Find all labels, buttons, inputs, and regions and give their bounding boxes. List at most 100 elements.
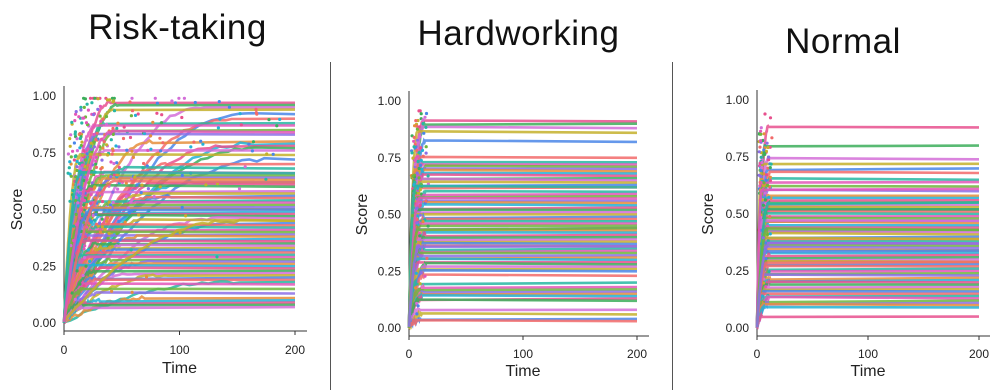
data-point bbox=[75, 165, 79, 169]
data-point bbox=[101, 146, 105, 150]
data-point bbox=[98, 104, 102, 108]
data-point bbox=[74, 112, 78, 116]
data-point bbox=[82, 105, 86, 109]
data-point bbox=[767, 155, 771, 159]
data-point bbox=[82, 255, 87, 260]
data-point bbox=[416, 159, 420, 164]
y-tick-label: 1.00 bbox=[378, 94, 402, 108]
data-point bbox=[85, 152, 89, 156]
data-point bbox=[123, 220, 127, 224]
data-point bbox=[124, 195, 128, 199]
data-point bbox=[768, 215, 772, 219]
data-point bbox=[759, 129, 763, 133]
data-point bbox=[111, 149, 115, 153]
data-point bbox=[73, 119, 77, 123]
data-point bbox=[767, 158, 771, 162]
data-point bbox=[130, 149, 134, 153]
data-point bbox=[152, 195, 156, 199]
data-point bbox=[419, 271, 423, 275]
data-point bbox=[79, 191, 83, 196]
data-point bbox=[418, 203, 422, 207]
data-point bbox=[410, 214, 415, 218]
data-point bbox=[107, 231, 111, 236]
data-point bbox=[106, 236, 110, 240]
data-point bbox=[761, 203, 765, 207]
y-axis-label: Score bbox=[700, 193, 717, 235]
data-point bbox=[271, 152, 275, 156]
data-point bbox=[763, 112, 767, 116]
data-point bbox=[105, 216, 109, 220]
data-point bbox=[765, 141, 769, 145]
data-point bbox=[75, 159, 79, 164]
y-tick-label: 0.00 bbox=[33, 316, 57, 330]
data-point bbox=[112, 109, 117, 113]
data-point bbox=[421, 118, 425, 122]
data-point bbox=[84, 138, 89, 142]
data-point bbox=[88, 259, 92, 263]
data-point bbox=[84, 264, 88, 268]
data-point bbox=[415, 207, 419, 211]
data-point bbox=[149, 134, 153, 138]
data-point bbox=[105, 219, 109, 223]
data-point bbox=[127, 211, 131, 215]
data-point bbox=[419, 158, 423, 162]
data-point bbox=[92, 140, 96, 144]
panel-divider bbox=[672, 62, 673, 390]
data-point bbox=[82, 96, 86, 100]
data-point bbox=[759, 132, 763, 136]
x-axis-label: Time bbox=[506, 363, 541, 380]
data-point bbox=[78, 282, 82, 286]
data-point bbox=[763, 191, 767, 195]
data-point bbox=[82, 284, 86, 288]
data-point bbox=[412, 145, 416, 149]
data-point bbox=[78, 136, 82, 141]
data-point bbox=[418, 109, 422, 113]
y-tick-label: 0.75 bbox=[378, 151, 402, 165]
data-point bbox=[96, 97, 100, 101]
x-tick-label: 200 bbox=[969, 347, 989, 361]
data-point bbox=[243, 165, 247, 169]
data-point bbox=[217, 100, 221, 104]
data-point bbox=[765, 173, 769, 177]
data-point bbox=[112, 161, 116, 166]
data-point bbox=[129, 248, 133, 252]
data-point bbox=[762, 148, 766, 152]
data-point bbox=[115, 231, 119, 236]
data-point bbox=[760, 166, 764, 170]
data-point bbox=[77, 161, 81, 166]
data-point bbox=[762, 172, 766, 176]
data-point bbox=[762, 181, 766, 185]
data-point bbox=[424, 199, 428, 203]
data-point bbox=[82, 179, 86, 183]
data-point bbox=[115, 126, 119, 130]
data-point bbox=[254, 107, 258, 111]
y-tick-label: 0.50 bbox=[726, 207, 750, 221]
data-point bbox=[136, 112, 140, 116]
data-point bbox=[762, 132, 766, 136]
data-point bbox=[413, 162, 417, 166]
data-point bbox=[170, 99, 174, 103]
series-line bbox=[755, 241, 980, 328]
data-point bbox=[415, 218, 419, 222]
data-point bbox=[107, 200, 111, 204]
data-point bbox=[89, 193, 93, 197]
data-point bbox=[757, 150, 761, 154]
data-point bbox=[90, 181, 94, 185]
data-point bbox=[140, 183, 144, 187]
data-point bbox=[768, 116, 773, 120]
data-point bbox=[66, 152, 70, 156]
data-point bbox=[759, 174, 763, 179]
data-point bbox=[127, 193, 131, 197]
data-point bbox=[275, 124, 279, 128]
data-point bbox=[128, 100, 132, 104]
data-point bbox=[216, 126, 220, 130]
data-point bbox=[766, 145, 770, 150]
data-point bbox=[766, 224, 770, 228]
y-tick-label: 1.00 bbox=[726, 93, 750, 107]
data-point bbox=[70, 291, 74, 295]
data-point bbox=[155, 111, 159, 115]
data-point bbox=[238, 112, 242, 116]
data-point bbox=[173, 101, 177, 105]
data-point bbox=[250, 149, 254, 153]
data-point bbox=[68, 160, 72, 164]
